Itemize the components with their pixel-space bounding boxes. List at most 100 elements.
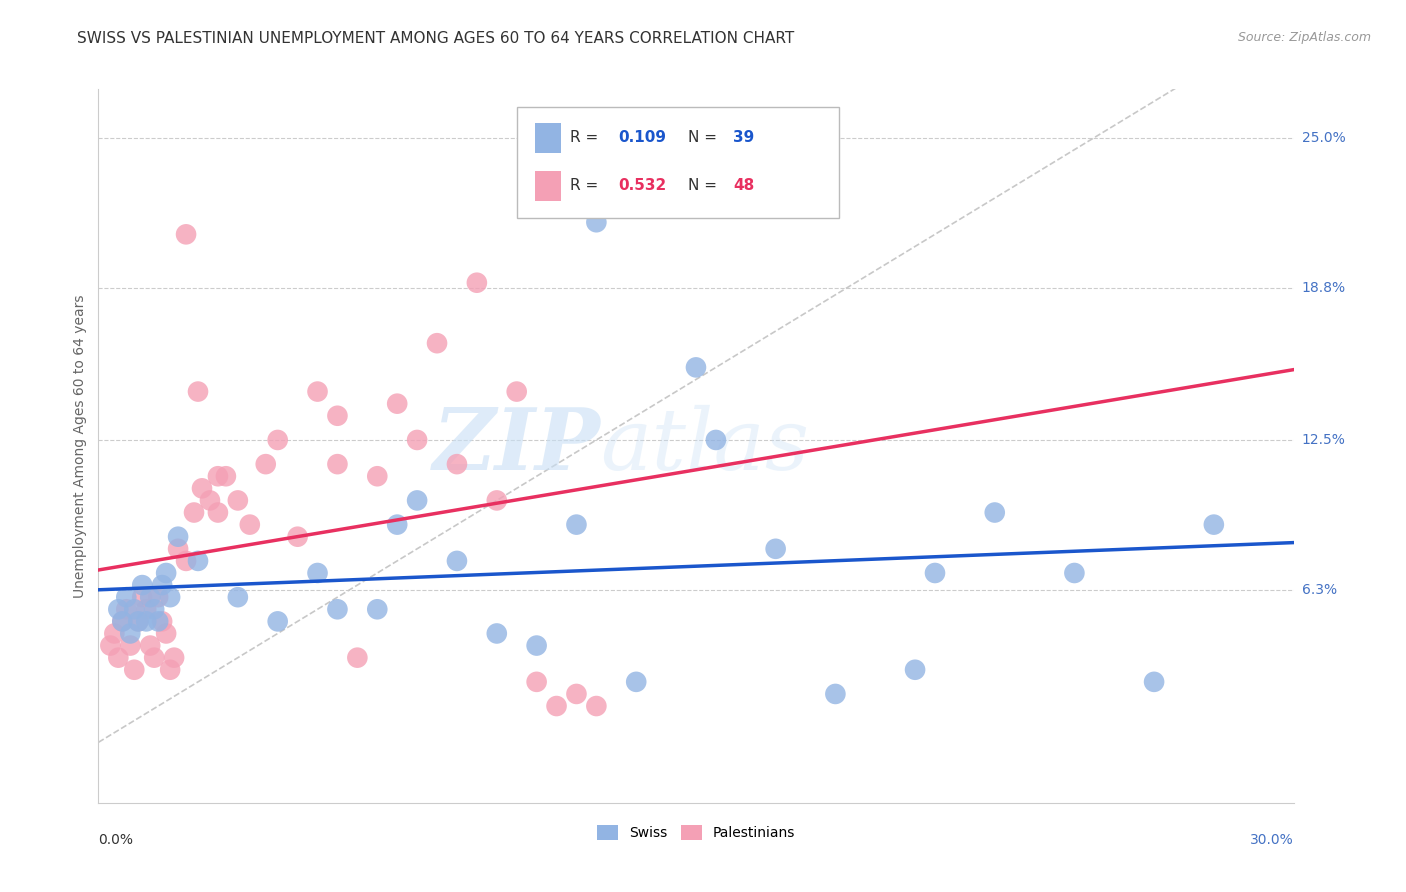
Point xyxy=(1202,517,1225,532)
Point xyxy=(127,615,149,629)
Point xyxy=(115,602,138,616)
Point xyxy=(159,663,181,677)
Point xyxy=(135,615,157,629)
Text: 0.532: 0.532 xyxy=(619,178,666,193)
Point xyxy=(131,578,153,592)
Point xyxy=(307,384,329,399)
Point xyxy=(685,360,707,375)
Point xyxy=(207,469,229,483)
Text: 12.5%: 12.5% xyxy=(1302,433,1346,447)
Text: 48: 48 xyxy=(733,178,754,193)
Point xyxy=(167,541,190,556)
Point xyxy=(191,481,214,495)
Point xyxy=(139,590,162,604)
Point xyxy=(406,433,429,447)
Point xyxy=(107,602,129,616)
Text: ZIP: ZIP xyxy=(433,404,600,488)
Point xyxy=(385,397,409,411)
Point xyxy=(174,554,197,568)
Point xyxy=(124,602,146,616)
Point xyxy=(135,602,157,616)
Point xyxy=(287,530,309,544)
Point xyxy=(98,639,122,653)
Point xyxy=(346,650,368,665)
Point xyxy=(704,433,727,447)
Point xyxy=(626,674,648,689)
Point xyxy=(124,663,146,677)
Point xyxy=(143,602,166,616)
Point xyxy=(406,493,429,508)
Point xyxy=(226,493,249,508)
Point xyxy=(924,566,946,580)
Point xyxy=(163,650,186,665)
Point xyxy=(131,590,153,604)
Point xyxy=(326,457,349,471)
Y-axis label: Unemployment Among Ages 60 to 64 years: Unemployment Among Ages 60 to 64 years xyxy=(73,294,87,598)
Point xyxy=(366,469,388,483)
Point xyxy=(150,615,173,629)
Point xyxy=(159,590,181,604)
Point xyxy=(148,615,170,629)
Point xyxy=(307,566,329,580)
Point xyxy=(526,674,548,689)
Point xyxy=(267,433,290,447)
Point xyxy=(565,687,588,701)
Text: 0.0%: 0.0% xyxy=(98,833,134,847)
Point xyxy=(148,590,170,604)
Point xyxy=(585,699,607,714)
Text: R =: R = xyxy=(571,130,603,145)
FancyBboxPatch shape xyxy=(534,123,561,153)
Text: 6.3%: 6.3% xyxy=(1302,583,1337,597)
Point xyxy=(485,626,508,640)
Text: atlas: atlas xyxy=(600,405,810,487)
Point xyxy=(426,336,449,351)
Point xyxy=(765,541,787,556)
Point xyxy=(366,602,388,616)
Point xyxy=(385,517,409,532)
Text: 30.0%: 30.0% xyxy=(1250,833,1294,847)
Point xyxy=(226,590,249,604)
Point xyxy=(326,409,349,423)
Point xyxy=(824,687,846,701)
Point xyxy=(115,590,138,604)
Point xyxy=(446,457,468,471)
Text: SWISS VS PALESTINIAN UNEMPLOYMENT AMONG AGES 60 TO 64 YEARS CORRELATION CHART: SWISS VS PALESTINIAN UNEMPLOYMENT AMONG … xyxy=(77,31,794,46)
FancyBboxPatch shape xyxy=(534,170,561,201)
Text: 39: 39 xyxy=(733,130,754,145)
Text: 25.0%: 25.0% xyxy=(1302,130,1346,145)
Point xyxy=(143,650,166,665)
Point xyxy=(150,578,173,592)
FancyBboxPatch shape xyxy=(517,107,839,218)
Point xyxy=(1143,674,1166,689)
Point xyxy=(120,639,142,653)
Point xyxy=(585,215,607,229)
Point xyxy=(446,554,468,568)
Point xyxy=(565,517,588,532)
Point xyxy=(183,506,205,520)
Text: 18.8%: 18.8% xyxy=(1302,281,1346,294)
Point xyxy=(254,457,277,471)
Text: 0.109: 0.109 xyxy=(619,130,666,145)
Point xyxy=(984,506,1007,520)
Point xyxy=(198,493,221,508)
Point xyxy=(526,639,548,653)
Point xyxy=(239,517,262,532)
Point xyxy=(267,615,290,629)
Text: Source: ZipAtlas.com: Source: ZipAtlas.com xyxy=(1237,31,1371,45)
Point xyxy=(326,602,349,616)
Point xyxy=(215,469,238,483)
Point xyxy=(1063,566,1085,580)
Point xyxy=(120,626,142,640)
Point xyxy=(107,650,129,665)
Point xyxy=(546,699,568,714)
Legend: Swiss, Palestinians: Swiss, Palestinians xyxy=(591,820,801,846)
Point xyxy=(167,530,190,544)
Text: N =: N = xyxy=(688,178,721,193)
Point xyxy=(111,615,134,629)
Point xyxy=(103,626,125,640)
Point xyxy=(207,506,229,520)
Point xyxy=(174,227,197,242)
Point xyxy=(187,384,209,399)
Point xyxy=(506,384,529,399)
Point xyxy=(155,566,177,580)
